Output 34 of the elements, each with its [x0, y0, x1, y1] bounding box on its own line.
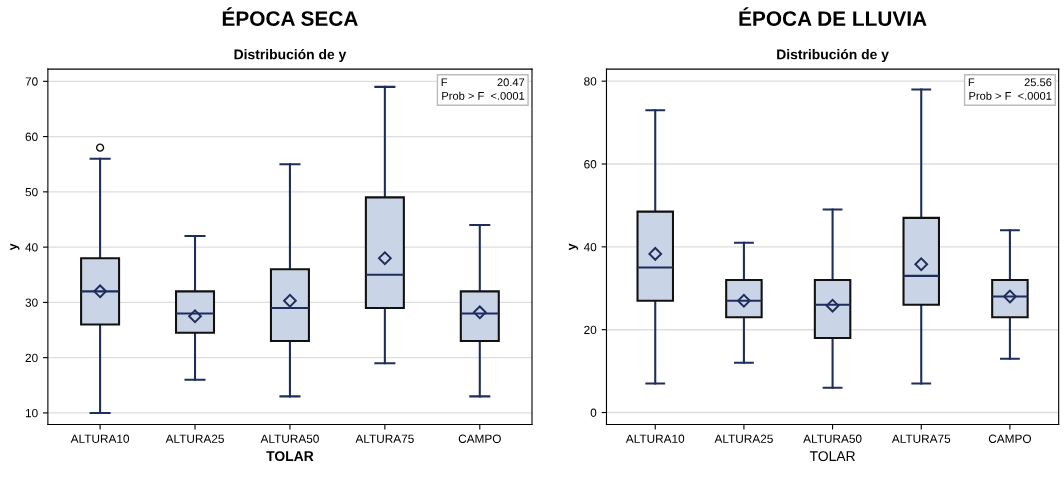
- x-tick-label: ALTURA25: [714, 434, 773, 443]
- x-tick-label: CAMPO: [458, 434, 501, 443]
- y-axis-title: y: [568, 243, 579, 251]
- y-tick-label: 40: [25, 243, 38, 252]
- x-tick-label: ALTURA25: [165, 434, 224, 443]
- x-tick-label: ALTURA50: [260, 434, 319, 443]
- y-tick-label: 60: [25, 132, 38, 141]
- x-tick-label: ALTURA10: [625, 434, 685, 443]
- chart-subtitle: Distribución de y: [234, 48, 347, 63]
- x-tick-label: ALTURA75: [891, 434, 951, 443]
- y-tick-label: 60: [584, 160, 597, 169]
- annotation: F 25.56: [968, 78, 1052, 87]
- y-tick-label: 10: [25, 408, 38, 418]
- y-axis-title: y: [10, 243, 20, 251]
- x-tick-label: ALTURA50: [803, 434, 862, 443]
- x-tick-label: ALTURA75: [355, 434, 414, 443]
- y-tick-label: 20: [584, 325, 597, 335]
- chart-title: ÉPOCA DE LLUVIA: [739, 7, 927, 26]
- y-tick-label: 30: [25, 298, 38, 307]
- y-tick-label: 20: [25, 353, 38, 363]
- y-tick-label: 80: [584, 77, 597, 86]
- x-tick-label: CAMPO: [988, 434, 1031, 443]
- chart-subtitle: Distribución de y: [777, 48, 889, 63]
- annotation: Prob > F <.0001: [969, 91, 1052, 100]
- y-tick-label: 0: [590, 408, 597, 417]
- y-tick-label: 70: [25, 77, 38, 86]
- x-tick-label: ALTURA10: [70, 434, 130, 443]
- annotation: Prob > F <.0001: [442, 91, 525, 100]
- annotation: F 20.47: [441, 78, 525, 87]
- x-axis-title: TOLAR: [809, 451, 855, 462]
- x-axis-title: TOLAR: [266, 451, 314, 462]
- chart-title: ÉPOCA SECA: [222, 7, 358, 26]
- y-tick-label: 50: [25, 187, 38, 197]
- y-tick-label: 40: [583, 242, 597, 252]
